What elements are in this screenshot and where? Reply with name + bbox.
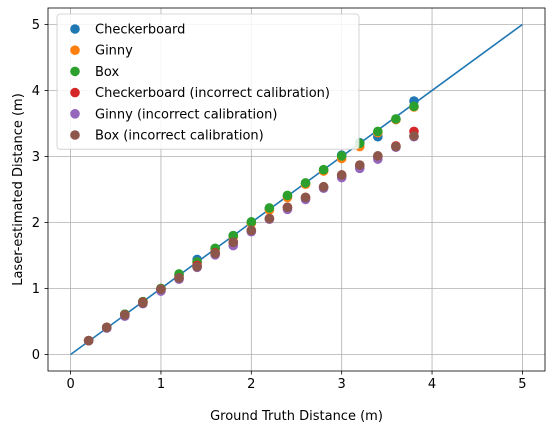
x-axis-label: Ground Truth Distance (m) xyxy=(210,409,383,424)
data-point xyxy=(174,273,184,283)
y-tick-label: 1 xyxy=(32,282,40,297)
y-tick-label: 2 xyxy=(32,216,40,231)
data-point xyxy=(246,217,257,227)
data-point xyxy=(354,160,365,170)
legend-marker xyxy=(70,130,80,140)
data-point xyxy=(282,202,293,213)
x-tick-label: 2 xyxy=(247,377,255,392)
data-point xyxy=(318,182,329,192)
data-point xyxy=(228,237,239,248)
legend-marker xyxy=(70,66,80,77)
data-point xyxy=(409,101,419,112)
legend: Checkerboard Ginny Box Checkerboard (incorr… xyxy=(56,13,360,150)
data-point xyxy=(300,192,311,203)
y-tick-label: 3 xyxy=(32,150,40,165)
axis-ticks: 0 1 2 3 4 5 0 1 2 3 4 5 xyxy=(32,18,527,392)
data-point xyxy=(264,213,275,224)
legend-label: Ginny xyxy=(95,44,133,59)
y-tick-label: 0 xyxy=(32,348,40,363)
y-axis-label: Laser-estimated Distance (m) xyxy=(11,93,26,286)
plot-frame xyxy=(47,7,546,372)
legend-marker xyxy=(70,87,80,98)
y-tick-label: 4 xyxy=(32,84,40,99)
legend-marker xyxy=(70,109,80,119)
data-point xyxy=(336,170,347,180)
data-point xyxy=(391,141,401,152)
legend-marker xyxy=(70,24,80,34)
x-tick-label: 0 xyxy=(66,377,74,392)
data-point xyxy=(373,151,383,161)
legend-box xyxy=(56,13,360,150)
x-tick-label: 4 xyxy=(428,377,436,392)
legend-label: Checkerboard (incorrect calibration) xyxy=(95,86,330,101)
data-point xyxy=(210,248,220,259)
x-tick-label: 1 xyxy=(157,377,165,392)
y-tick-label: 5 xyxy=(32,18,40,33)
legend-label: Box (incorrect calibration) xyxy=(95,129,264,144)
data-point xyxy=(120,310,130,320)
legend-label: Ginny (incorrect calibration) xyxy=(95,107,277,122)
data-points xyxy=(83,96,419,346)
data-point xyxy=(282,190,293,201)
data-point xyxy=(264,203,275,213)
data-point xyxy=(192,261,202,272)
data-point xyxy=(246,225,257,236)
data-point xyxy=(373,126,383,137)
data-point xyxy=(83,335,94,346)
x-tick-label: 3 xyxy=(338,377,346,392)
data-point xyxy=(409,131,419,141)
data-point xyxy=(300,178,311,188)
data-point xyxy=(156,284,166,294)
data-point xyxy=(228,230,239,241)
x-tick-label: 5 xyxy=(518,377,526,392)
data-point xyxy=(138,298,148,308)
data-point xyxy=(318,164,329,175)
legend-label: Checkerboard xyxy=(95,23,185,38)
data-point xyxy=(336,151,347,161)
data-point xyxy=(101,322,112,333)
data-point xyxy=(391,114,401,124)
legend-marker xyxy=(70,45,80,55)
legend-label: Box xyxy=(95,65,119,80)
